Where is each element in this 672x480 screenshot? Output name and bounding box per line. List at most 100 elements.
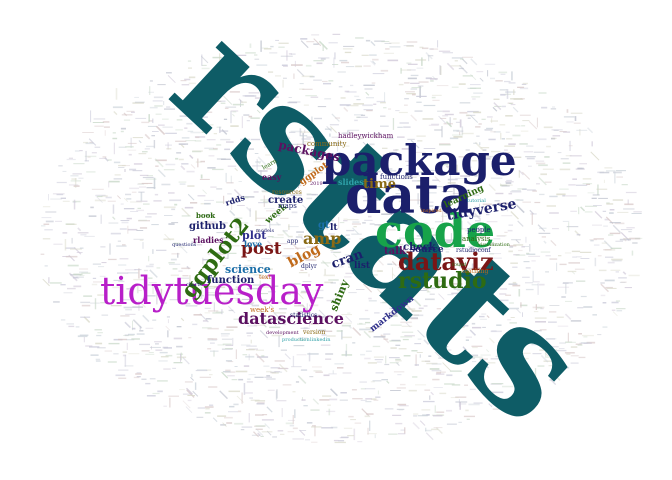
haze-mark: [329, 126, 337, 134]
haze-mark: [91, 283, 98, 286]
haze-mark: [315, 371, 323, 373]
haze-mark: [153, 140, 156, 149]
haze-mark: [405, 160, 411, 162]
haze-mark: [197, 407, 206, 409]
haze-mark: [610, 269, 621, 271]
haze-mark: [196, 369, 207, 371]
haze-mark: [607, 261, 615, 264]
haze-mark: [609, 212, 614, 214]
haze-mark: [538, 176, 547, 186]
haze-mark: [485, 349, 490, 353]
haze-mark: [522, 120, 530, 122]
word-create: create: [268, 195, 304, 206]
haze-mark: [72, 200, 81, 203]
haze-mark: [537, 283, 539, 295]
haze-mark: [269, 220, 271, 229]
haze-mark: [369, 420, 371, 431]
haze-mark: [458, 421, 462, 423]
haze-mark: [326, 223, 336, 226]
haze-mark: [121, 114, 133, 116]
haze-mark: [429, 395, 431, 400]
haze-mark: [504, 203, 515, 205]
haze-mark: [426, 250, 430, 252]
haze-mark: [531, 344, 541, 346]
haze-mark: [455, 201, 465, 203]
haze-mark: [408, 389, 417, 392]
haze-mark: [473, 402, 483, 404]
haze-mark: [579, 128, 581, 136]
haze-mark: [624, 287, 632, 289]
haze-mark: [190, 131, 201, 134]
haze-mark: [487, 70, 489, 77]
haze-mark: [200, 116, 208, 118]
haze-mark: [342, 336, 352, 339]
haze-mark: [291, 323, 297, 325]
haze-mark: [444, 320, 452, 322]
haze-mark: [400, 336, 413, 338]
haze-mark: [461, 201, 467, 207]
haze-mark: [300, 369, 308, 371]
haze-mark: [328, 279, 339, 281]
haze-mark: [288, 224, 290, 230]
haze-mark: [181, 84, 190, 86]
haze-mark: [113, 178, 123, 180]
haze-mark: [299, 430, 307, 431]
haze-mark: [263, 48, 272, 50]
haze-mark: [332, 370, 335, 374]
haze-mark: [175, 129, 183, 131]
haze-mark: [124, 354, 127, 367]
haze-mark: [435, 427, 443, 435]
haze-mark: [221, 158, 231, 160]
haze-mark: [432, 99, 440, 101]
haze-mark: [369, 54, 377, 56]
haze-mark: [360, 247, 364, 249]
haze-mark: [431, 210, 439, 213]
haze-mark: [611, 309, 616, 311]
haze-mark: [570, 112, 583, 114]
haze-mark: [222, 343, 232, 346]
haze-mark: [499, 293, 507, 295]
haze-mark: [342, 238, 351, 240]
haze-mark: [417, 180, 422, 182]
haze-mark: [350, 104, 359, 107]
haze-mark: [237, 410, 242, 413]
haze-mark: [198, 314, 203, 316]
haze-mark: [490, 358, 499, 360]
haze-mark: [248, 412, 250, 423]
haze-mark: [392, 273, 396, 277]
haze-mark: [399, 237, 407, 240]
haze-mark: [584, 211, 593, 213]
haze-mark: [464, 384, 468, 386]
haze-mark: [242, 321, 250, 324]
haze-mark: [185, 140, 196, 142]
haze-mark: [479, 359, 489, 369]
haze-mark: [138, 191, 145, 193]
haze-mark: [460, 58, 464, 60]
haze-mark: [382, 242, 389, 244]
haze-mark: [372, 58, 379, 61]
haze-mark: [254, 400, 266, 402]
haze-mark: [242, 148, 254, 150]
haze-mark: [397, 267, 404, 269]
haze-mark: [632, 242, 638, 244]
haze-mark: [180, 165, 186, 171]
haze-mark: [617, 211, 629, 213]
word-version: version: [303, 329, 326, 336]
haze-mark: [591, 197, 597, 199]
haze-mark: [495, 398, 500, 400]
haze-mark: [449, 370, 462, 372]
haze-mark: [352, 327, 362, 337]
haze-mark: [187, 395, 195, 396]
haze-mark: [166, 316, 170, 318]
haze-mark: [398, 348, 407, 350]
haze-mark: [286, 50, 288, 61]
haze-mark: [508, 283, 518, 285]
haze-mark: [176, 105, 185, 107]
haze-mark: [578, 207, 580, 215]
haze-mark: [89, 346, 100, 348]
haze-mark: [386, 312, 397, 314]
haze-mark: [333, 203, 338, 205]
haze-mark: [82, 132, 94, 133]
haze-mark: [470, 299, 480, 301]
haze-mark: [417, 338, 422, 340]
